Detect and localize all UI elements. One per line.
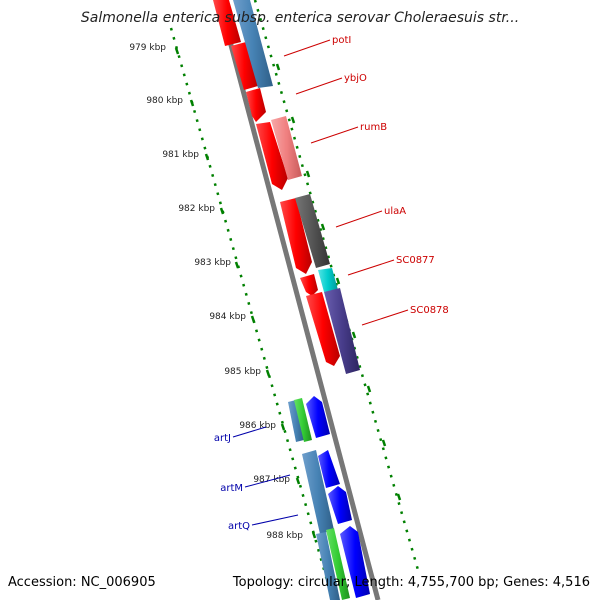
genome-backbone [224, 29, 381, 600]
gene-label-artM[interactable]: artM [220, 483, 243, 494]
leader-artQ [251, 514, 299, 526]
blue-block-artQ[interactable] [340, 526, 370, 598]
leader-ybjO [295, 77, 343, 95]
gene-rumB-block-b[interactable] [256, 122, 288, 190]
steel-block-artQ[interactable] [316, 532, 340, 600]
kbp-label-985: 985 kbp [224, 367, 261, 377]
gene-SC0877-block[interactable] [300, 274, 318, 296]
kbp-label-983: 983 kbp [194, 258, 231, 268]
reverse-strand-genes [213, 0, 340, 366]
blue-block-artM-b[interactable] [328, 486, 352, 524]
kbp-label-986: 986 kbp [239, 421, 276, 431]
leader-SC0877 [347, 259, 395, 276]
leader-artM [244, 474, 291, 488]
gray-block[interactable] [295, 194, 330, 268]
steel-block-artJ[interactable] [288, 400, 304, 442]
steel-block-artM[interactable] [302, 450, 334, 534]
steel-block-top[interactable] [233, 0, 273, 88]
leader-ulaA [335, 210, 383, 228]
blue-block-artJ[interactable] [306, 396, 330, 438]
gene-labels-right [283, 39, 409, 326]
slate-block[interactable] [324, 288, 360, 374]
tick-track-left [169, 27, 334, 599]
gene-SC0878-block[interactable] [306, 292, 340, 366]
forward-strand-genes [288, 396, 370, 600]
leader-artJ [232, 426, 267, 438]
gene-label-SC0877[interactable]: SC0877 [396, 255, 435, 266]
genome-summary-text: Topology: circular; Length: 4,755,700 bp… [232, 575, 590, 590]
light-red-block[interactable] [271, 116, 302, 180]
gene-label-artJ[interactable]: artJ [214, 433, 231, 444]
leader-SC0878 [361, 309, 409, 326]
kbp-label-980: 980 kbp [146, 96, 183, 106]
kbp-label-979: 979 kbp [129, 43, 166, 53]
map-title: Salmonella enterica subsp. enterica sero… [80, 10, 520, 26]
feature-blocks [233, 0, 360, 374]
kbp-label-981: 981 kbp [162, 150, 199, 160]
gene-label-rumB[interactable]: rumB [360, 122, 387, 133]
blue-block-artM-a[interactable] [318, 450, 340, 488]
kbp-label-982: 982 kbp [178, 204, 215, 214]
gene-labels-left [232, 426, 299, 526]
major-ticks-left [174, 47, 317, 539]
gene-label-SC0878[interactable]: SC0878 [410, 305, 449, 316]
gene-ulaA-block[interactable] [280, 198, 312, 274]
gene-label-artQ[interactable]: artQ [228, 521, 250, 532]
gene-label-potI[interactable]: potI [332, 35, 351, 46]
leader-rumB [310, 126, 359, 144]
kbp-label-988: 988 kbp [266, 531, 303, 541]
gene-label-ybjO[interactable]: ybjO [344, 73, 367, 84]
gene-potI-block[interactable] [213, 0, 241, 46]
accession-text: Accession: NC_006905 [8, 575, 156, 590]
gene-ybjO-block[interactable] [231, 42, 258, 90]
cyan-block[interactable] [318, 268, 338, 292]
kbp-labels: 979 kbp 980 kbp 981 kbp 982 kbp 983 kbp … [129, 43, 303, 541]
major-ticks-right [275, 63, 402, 501]
leader-potI [283, 39, 331, 57]
green-block-artJ[interactable] [294, 398, 312, 442]
green-block-artQ[interactable] [326, 528, 350, 600]
kbp-label-984: 984 kbp [209, 312, 246, 322]
gene-rumB-block-a[interactable] [246, 88, 266, 122]
gene-label-ulaA[interactable]: ulaA [384, 206, 406, 217]
